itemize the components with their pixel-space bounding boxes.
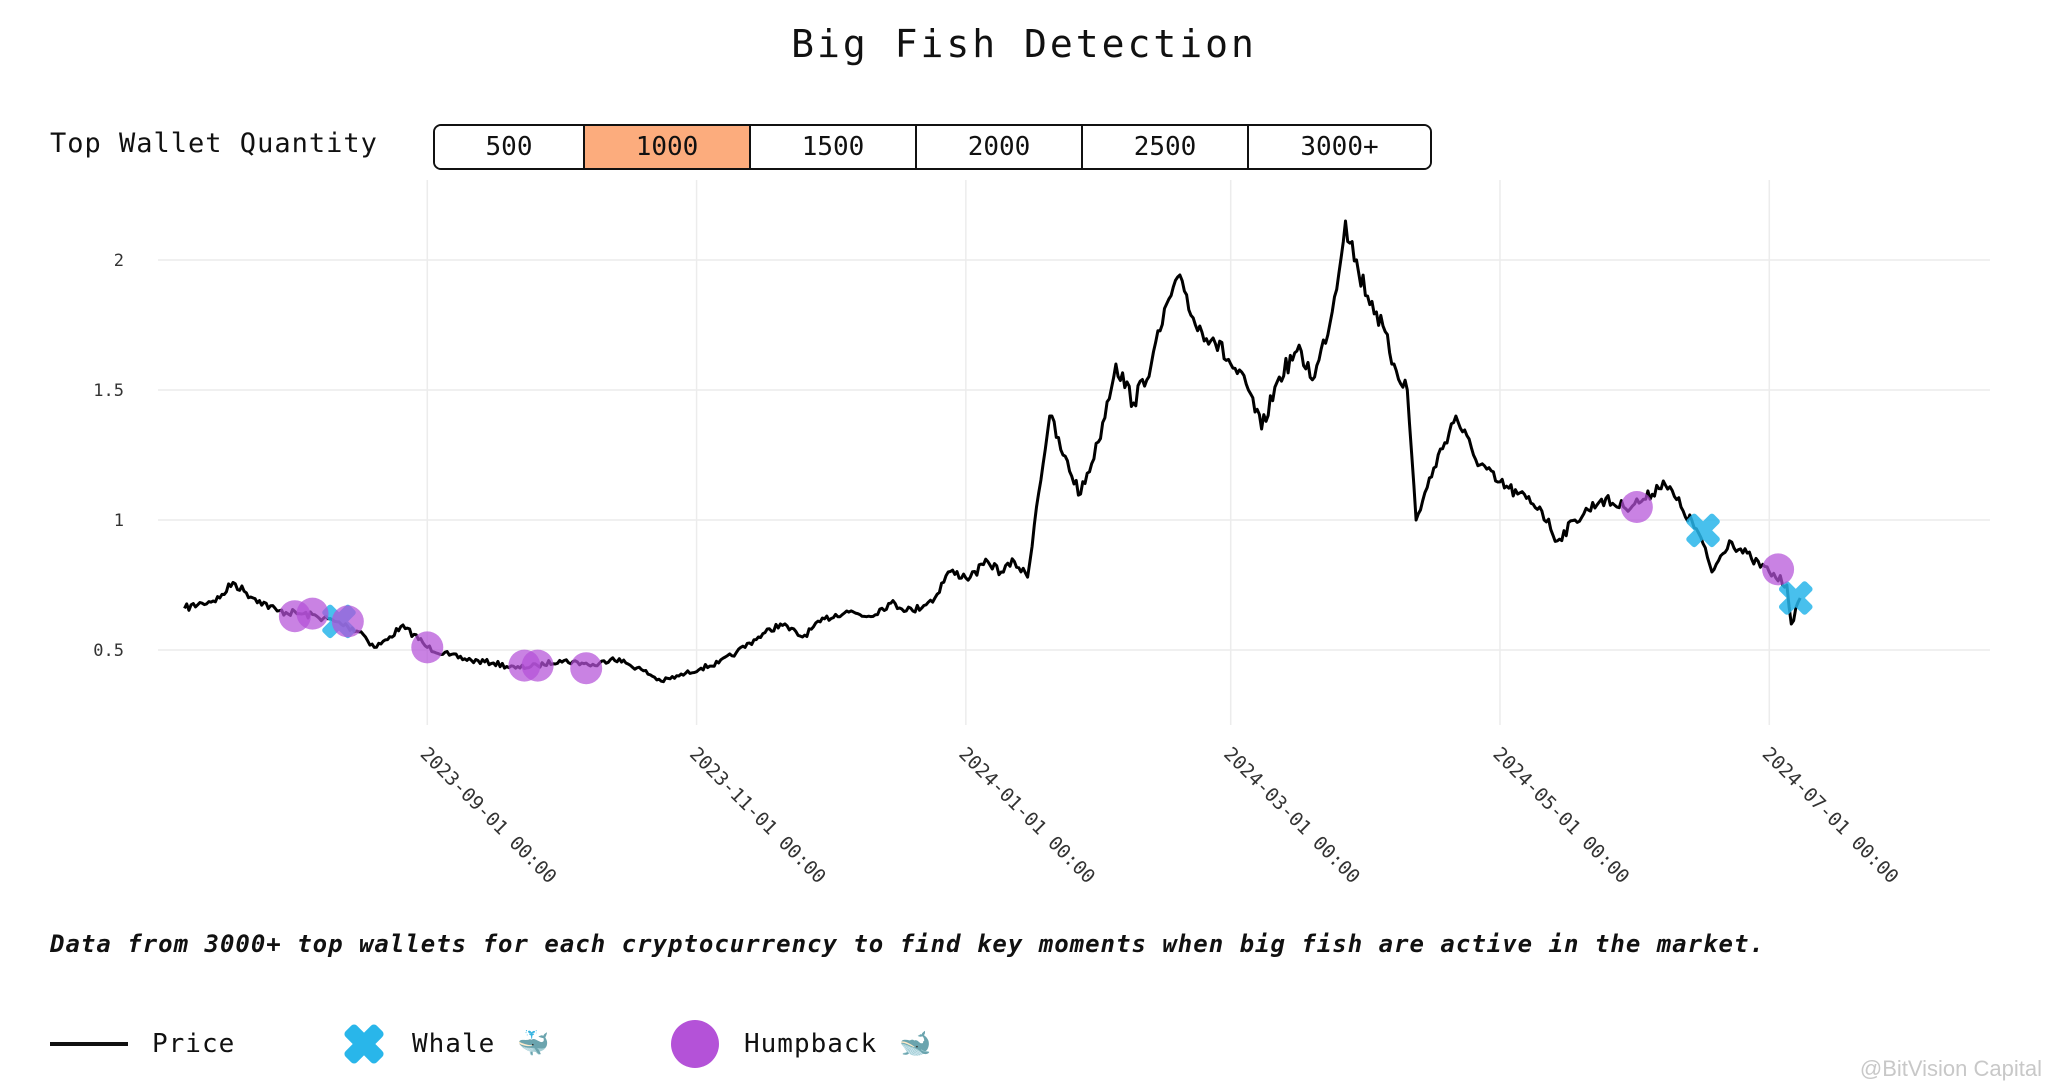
quantity-option-500[interactable]: 500	[435, 126, 585, 168]
whale-marker-bar	[1778, 581, 1813, 615]
x-tick-label: 2023-09-01 00:00	[416, 743, 561, 888]
legend-item-humpback[interactable]: Humpback 🐋	[670, 1016, 932, 1072]
x-tick-label: 2024-07-01 00:00	[1758, 743, 1903, 888]
humpback-marker	[331, 605, 364, 638]
whale-x-icon	[344, 1024, 384, 1064]
chart-title: Big Fish Detection	[791, 22, 1257, 66]
whale-marker-bar	[1686, 513, 1720, 548]
quantity-option-2500[interactable]: 2500	[1083, 126, 1249, 168]
watermark: @BitVision Capital	[1859, 1056, 2042, 1081]
humpback-circle-icon	[671, 1020, 719, 1068]
whale-marker	[1778, 581, 1813, 615]
legend-label-whale: Whale	[412, 1029, 496, 1059]
quantity-option-1500[interactable]: 1500	[751, 126, 917, 168]
y-tick-label: 1.5	[93, 381, 124, 401]
humpback-marker	[521, 649, 554, 682]
legend-item-price[interactable]: Price	[50, 1016, 235, 1072]
whale-marker	[1686, 513, 1720, 548]
whale-emoji-icon: 🐳	[517, 1029, 550, 1059]
humpback-marker	[296, 597, 329, 630]
legend-label-price: Price	[152, 1029, 236, 1059]
quantity-option-2000[interactable]: 2000	[917, 126, 1083, 168]
x-tick-label: 2024-03-01 00:00	[1219, 743, 1364, 888]
quantity-option-3000-plus[interactable]: 3000+	[1249, 126, 1430, 168]
y-tick-label: 2	[114, 251, 124, 271]
chart-caption: Data from 3000+ top wallets for each cry…	[50, 930, 1765, 958]
x-tick-label: 2023-11-01 00:00	[685, 743, 830, 888]
grid	[158, 180, 1990, 725]
series	[183, 219, 1802, 684]
quantity-option-1000[interactable]: 1000	[585, 126, 751, 168]
x-tick-label: 2024-05-01 00:00	[1488, 743, 1633, 888]
markers	[278, 491, 1813, 685]
legend-label-humpback: Humpback	[744, 1029, 878, 1059]
top-wallet-quantity-label: Top Wallet Quantity	[50, 128, 378, 159]
price-line	[183, 219, 1802, 684]
y-tick-label: 0.5	[93, 641, 124, 661]
humpback-marker	[1762, 553, 1795, 586]
humpback-emoji-icon: 🐋	[899, 1029, 932, 1059]
y-tick-label: 1	[114, 511, 124, 531]
x-tick-label: 2024-01-01 00:00	[954, 743, 1099, 888]
price-line-swatch	[50, 1042, 128, 1046]
wallet-quantity-selector: 500 1000 1500 2000 2500 3000+	[433, 124, 1432, 170]
legend-item-whale[interactable]: Whale 🐳	[340, 1016, 550, 1072]
humpback-marker	[570, 652, 603, 685]
humpback-marker	[411, 631, 444, 664]
price-chart[interactable]: 0.5 1 1.5 2 2023-09-01 00:00 2023-11-01 00:00…	[0, 180, 2048, 920]
humpback-marker	[1620, 491, 1653, 523]
